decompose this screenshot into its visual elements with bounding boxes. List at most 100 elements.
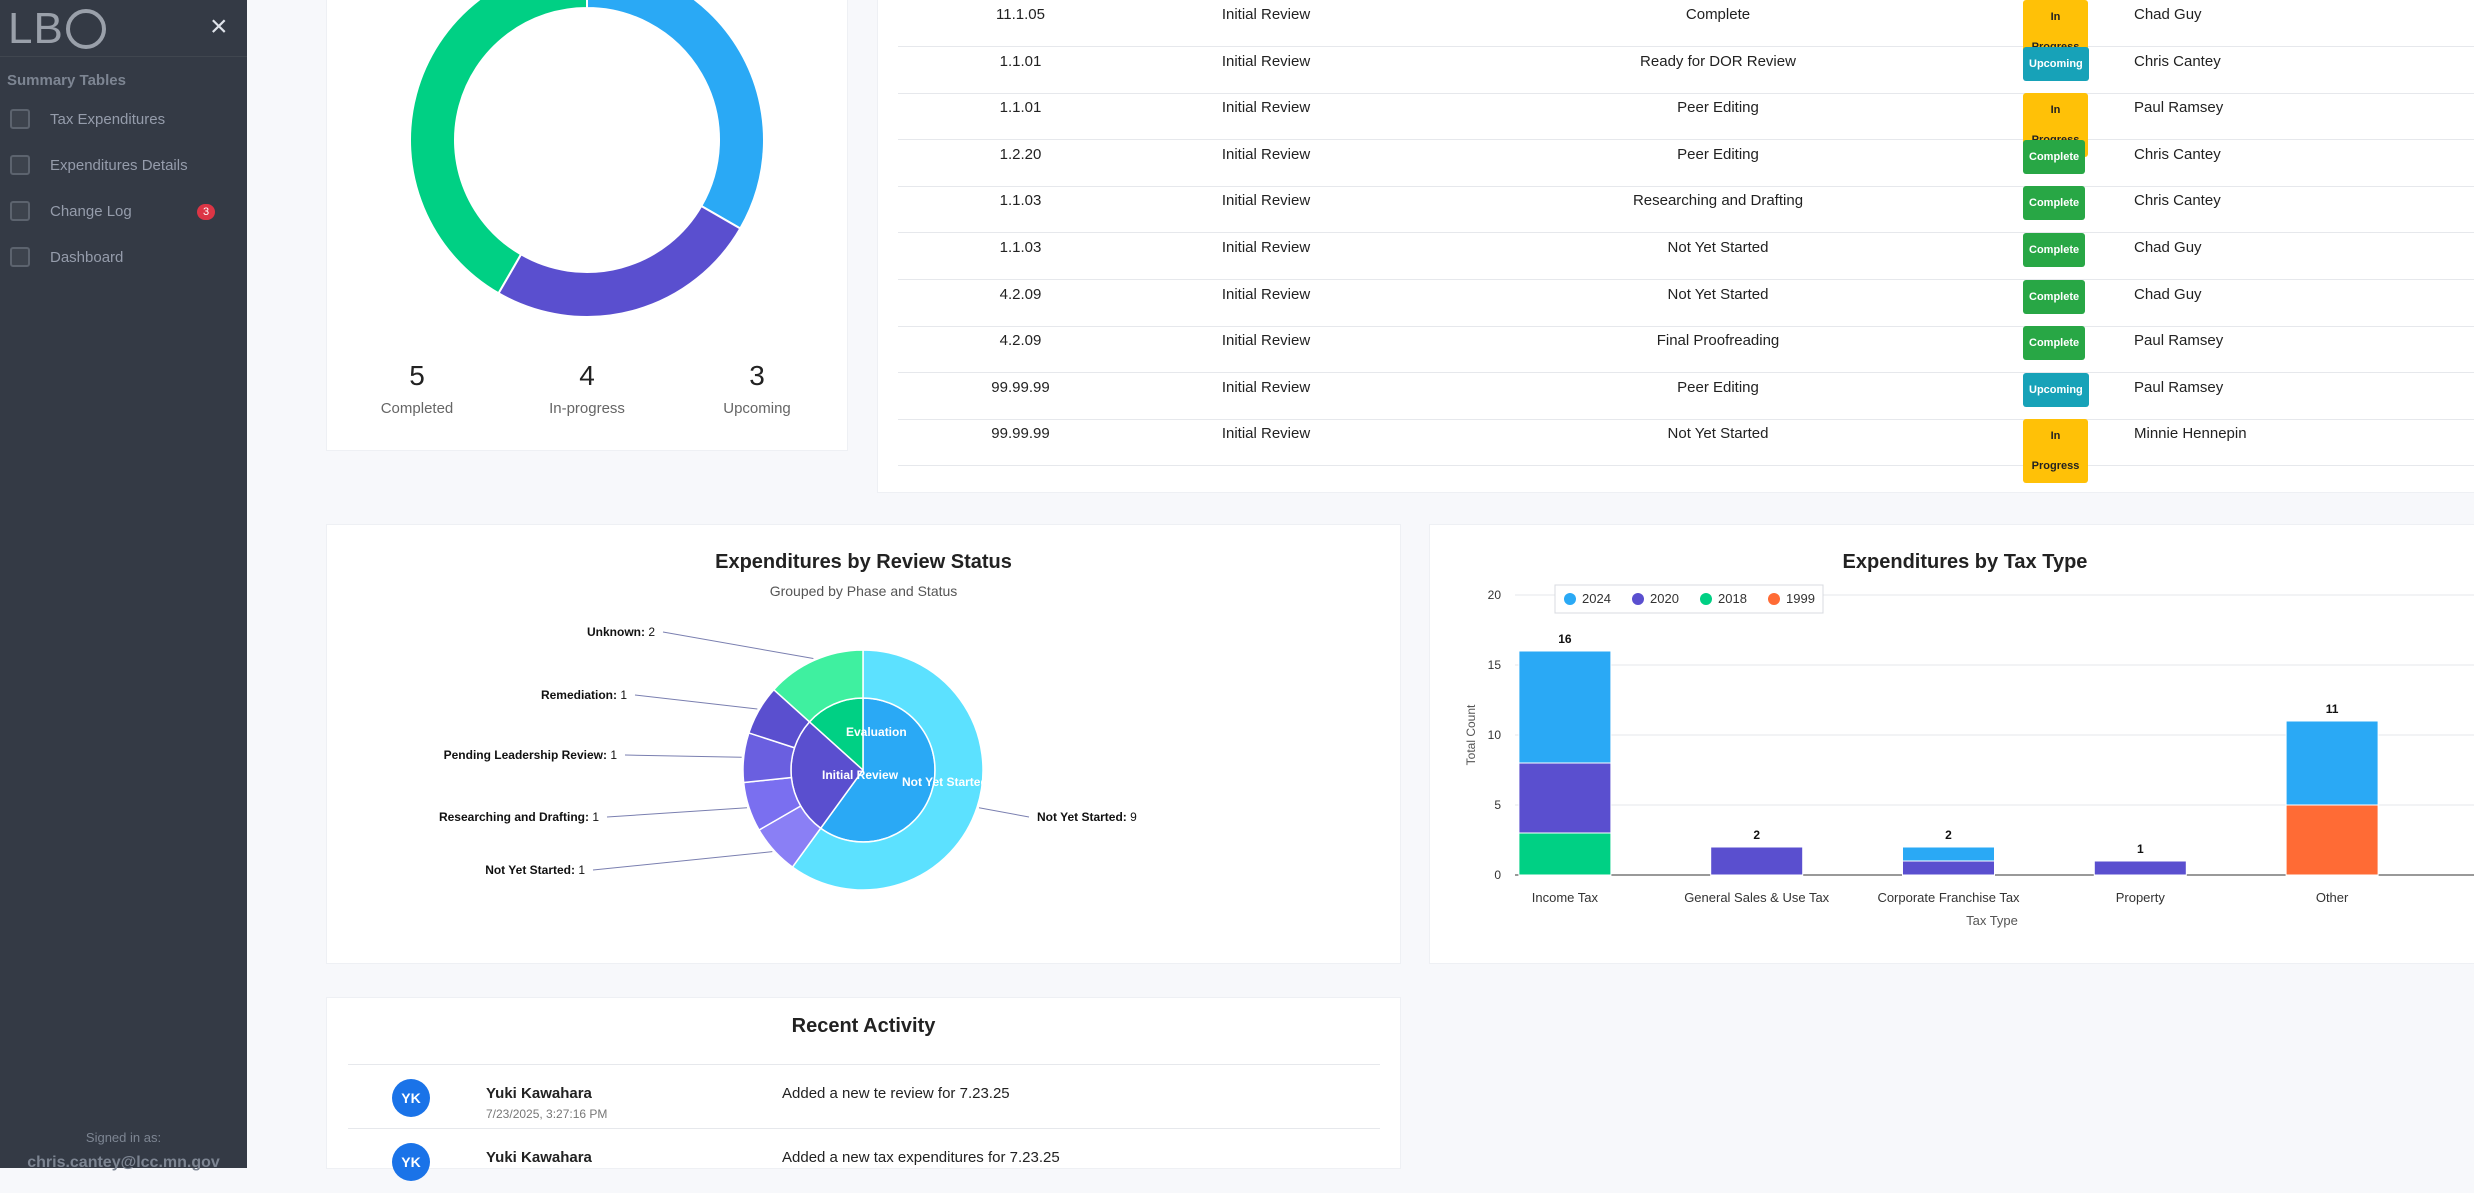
x-tick-label: Corporate Franchise Tax bbox=[1877, 890, 2020, 905]
phase-cell: Initial Review bbox=[1221, 285, 1311, 303]
step-cell: Not Yet Started bbox=[1667, 239, 1769, 256]
bar-segment-2024[interactable] bbox=[1518, 650, 1612, 764]
table-row[interactable]: 1.1.03 Initial Review Not Yet Started Compl… bbox=[898, 233, 2474, 280]
assignee-cell: Chad Guy bbox=[2134, 6, 2202, 23]
expenditure-id: 1.1.03 bbox=[999, 192, 1042, 210]
sunburst-outer-slice[interactable] bbox=[772, 649, 864, 723]
table-row[interactable]: 4.2.09 Initial Review Final Proofreading Co… bbox=[898, 326, 2474, 374]
assignee-cell: Paul Ramsey bbox=[2134, 99, 2224, 117]
bar-total-label: 2 bbox=[1945, 828, 1952, 842]
close-sidebar-button[interactable]: × bbox=[210, 10, 228, 43]
bar-segment-2020[interactable] bbox=[1902, 860, 1995, 876]
sidebar: LB × Summary Tables Tax Expenditures Exp… bbox=[0, 0, 247, 1171]
bar-segment-2020[interactable] bbox=[1710, 846, 1804, 876]
tax-type-card: Expenditures by Tax Type 0 5 10 15 20 Total C… bbox=[1430, 525, 2474, 963]
phase-cell: Initial Review bbox=[1221, 52, 1311, 70]
assignee-cell: Chris Cantey bbox=[2134, 192, 2221, 210]
activity-item[interactable]: YK Yuki Kawahara Added a new tax expendi… bbox=[348, 1128, 1380, 1193]
bar-segment-1999[interactable] bbox=[2285, 804, 2379, 876]
legend-swatch[interactable] bbox=[1768, 593, 1780, 605]
sidebar-item-tax-expenditures[interactable]: Tax Expenditures bbox=[0, 99, 247, 139]
donut-slice-completed[interactable] bbox=[409, 0, 588, 295]
activity-user: Yuki Kawahara bbox=[486, 1149, 592, 1166]
sunburst-outer-label: Unknown: 2 bbox=[587, 625, 655, 639]
bar-segment-2020[interactable] bbox=[1518, 762, 1612, 834]
expenditure-id: 1.1.01 bbox=[999, 52, 1042, 70]
expenditure-id: 99.99.99 bbox=[991, 425, 1050, 443]
tax-type-bar-chart: 0 5 10 15 20 Total Count Tax Type 16 Income Tax 2… bbox=[1464, 584, 2474, 928]
bar-segment-2018[interactable] bbox=[1518, 832, 1612, 876]
table-row[interactable]: 1.1.01 Initial Review Ready for DOR Review… bbox=[898, 46, 2474, 94]
bar-segment-2024[interactable] bbox=[1902, 846, 1995, 862]
step-cell: Peer Editing bbox=[1677, 145, 1759, 163]
bar-segment-2020[interactable] bbox=[2093, 860, 2187, 876]
sidebar-item-change-log[interactable]: Change Log 3 bbox=[0, 191, 247, 231]
stat-value: 4 bbox=[579, 360, 595, 391]
chart-title: Expenditures by Review Status bbox=[715, 551, 1012, 573]
legend-swatch[interactable] bbox=[1632, 593, 1644, 605]
review-status-card: Expenditures by Review Status Grouped by… bbox=[327, 525, 1400, 963]
step-cell: Not Yet Started bbox=[1667, 285, 1769, 303]
status-badge: Upcoming bbox=[2023, 46, 2089, 81]
legend-swatch[interactable] bbox=[1564, 593, 1576, 605]
legend-label[interactable]: 2018 bbox=[1718, 591, 1747, 606]
legend-swatch[interactable] bbox=[1700, 593, 1712, 605]
donut-slice-upcoming[interactable] bbox=[497, 204, 742, 318]
expenditure-id: 11.1.05 bbox=[996, 6, 1045, 23]
y-tick-label: 20 bbox=[1488, 588, 1502, 602]
sunburst-callout-line bbox=[592, 851, 773, 871]
summary-donut bbox=[409, 0, 765, 318]
assignee-cell: Chad Guy bbox=[2134, 239, 2202, 256]
step-cell: Peer Editing bbox=[1677, 378, 1759, 396]
table-row[interactable]: 4.2.09 Initial Review Not Yet Started Compl… bbox=[898, 279, 2474, 327]
log-icon bbox=[10, 201, 30, 221]
logo-globe-icon bbox=[65, 9, 106, 49]
sunburst-callout-line bbox=[624, 754, 742, 758]
sunburst-inner-label: Not Yet Started bbox=[902, 775, 988, 789]
table-row[interactable]: 1.2.20 Initial Review Peer Editing Complete… bbox=[898, 139, 2474, 187]
x-tick-label: Other bbox=[2316, 890, 2349, 905]
bar-segment-2024[interactable] bbox=[2285, 720, 2379, 806]
sidebar-item-label: Expenditures Details bbox=[50, 156, 188, 174]
step-cell: Final Proofreading bbox=[1656, 332, 1780, 350]
expenditure-id: 1.1.01 bbox=[999, 99, 1042, 117]
sidebar-item-dashboard[interactable]: Dashboard bbox=[0, 237, 247, 277]
activity-item[interactable]: YK Yuki Kawahara 7/23/2025, 3:27:16 PM A… bbox=[348, 1064, 1380, 1129]
phase-cell: Initial Review bbox=[1221, 332, 1311, 350]
table-row[interactable]: 99.99.99 Initial Review Peer Editing Upcomi… bbox=[898, 372, 2474, 420]
legend-label[interactable]: 2020 bbox=[1650, 591, 1679, 606]
sunburst-callout-line bbox=[606, 807, 748, 818]
stat-value: 5 bbox=[409, 360, 425, 391]
step-cell: Complete bbox=[1685, 6, 1751, 23]
x-axis-label: Tax Type bbox=[1966, 913, 2018, 928]
avatar: YK bbox=[392, 1143, 430, 1181]
activity-text: Added a new te review for 7.23.25 bbox=[782, 1085, 1010, 1102]
y-tick-label: 15 bbox=[1488, 658, 1502, 672]
status-badge: Complete bbox=[2023, 139, 2086, 174]
status-badge: Complete bbox=[2023, 326, 2086, 361]
sunburst-outer-label: Not Yet Started: 9 bbox=[1037, 810, 1137, 824]
stat-label: Completed bbox=[380, 400, 454, 417]
donut-slice-in-progress[interactable] bbox=[586, 0, 765, 230]
review-table-card bbox=[878, 0, 2474, 492]
table-row[interactable]: 1.1.03 Initial Review Researching and Draf… bbox=[898, 186, 2474, 234]
sunburst-callout-line bbox=[978, 807, 1030, 818]
sunburst-outer-slice[interactable] bbox=[791, 649, 984, 891]
step-cell: Peer Editing bbox=[1677, 99, 1759, 117]
activity-user: Yuki Kawahara bbox=[486, 1085, 592, 1102]
stat-completed: 5 Completed bbox=[337, 360, 497, 417]
logo-text: LB bbox=[8, 4, 64, 53]
legend-label[interactable]: 2024 bbox=[1582, 591, 1611, 606]
table-row[interactable]: 99.99.99 Initial Review Not Yet Started In … bbox=[898, 419, 2474, 484]
legend-label[interactable]: 1999 bbox=[1786, 591, 1815, 606]
sidebar-item-expenditures-details[interactable]: Expenditures Details bbox=[0, 145, 247, 185]
section-title: Summary Tables bbox=[7, 72, 126, 89]
sunburst-callout-line bbox=[662, 631, 814, 660]
status-badge: Upcoming bbox=[2023, 372, 2089, 407]
assignee-cell: Chad Guy bbox=[2134, 285, 2202, 303]
bar-chart-icon bbox=[10, 155, 30, 175]
status-badge: Complete bbox=[2023, 279, 2086, 314]
phase-cell: Initial Review bbox=[1221, 239, 1311, 256]
